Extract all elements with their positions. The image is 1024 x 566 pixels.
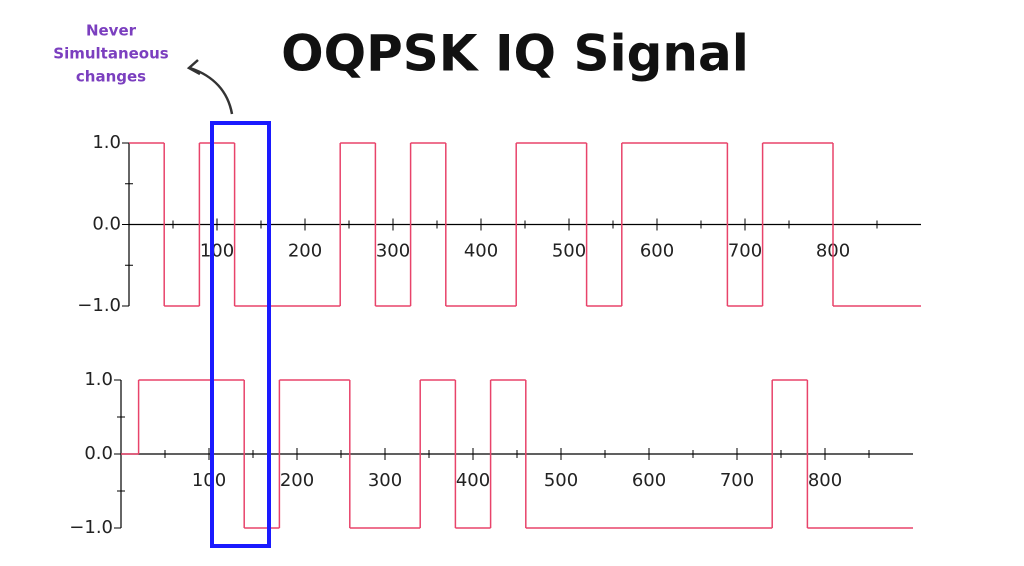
y-tick-label: 0.0 [84,443,113,464]
annotation-line: changes [76,68,146,86]
x-tick-label: 100 [192,470,226,491]
y-tick-label: 1.0 [92,132,121,153]
x-tick-label: 400 [456,470,490,491]
annotation: Never Simultaneous changes [53,22,169,86]
x-tick-label: 300 [376,241,410,262]
x-tick-label: 400 [464,241,498,262]
y-tick-label: 0.0 [92,214,121,235]
annotation-line: Simultaneous [53,45,169,63]
x-tick-label: 700 [720,470,754,491]
x-tick-label: 200 [280,470,314,491]
x-tick-label: 600 [640,241,674,262]
x-tick-label: 200 [288,241,322,262]
x-tick-label: 500 [552,241,586,262]
x-tick-label: 100 [200,241,234,262]
y-tick-label: −1.0 [69,517,113,538]
x-tick-label: 600 [632,470,666,491]
x-tick-label: 700 [728,241,762,262]
plots: 100 200 300 400 500 600 700 800 1.0 0.0 −1.0 100 200… [69,132,921,538]
x-tick-label: 500 [544,470,578,491]
arrow-head [186,59,201,76]
arrow [189,66,234,115]
highlight-box [210,121,271,548]
x-tick-label: 800 [808,470,842,491]
x-tick-label: 300 [368,470,402,491]
y-tick-label: 1.0 [84,369,113,390]
title: OQPSK IQ Signal [281,25,749,83]
annotation-line: Never [86,22,137,40]
y-tick-label: −1.0 [77,295,121,316]
